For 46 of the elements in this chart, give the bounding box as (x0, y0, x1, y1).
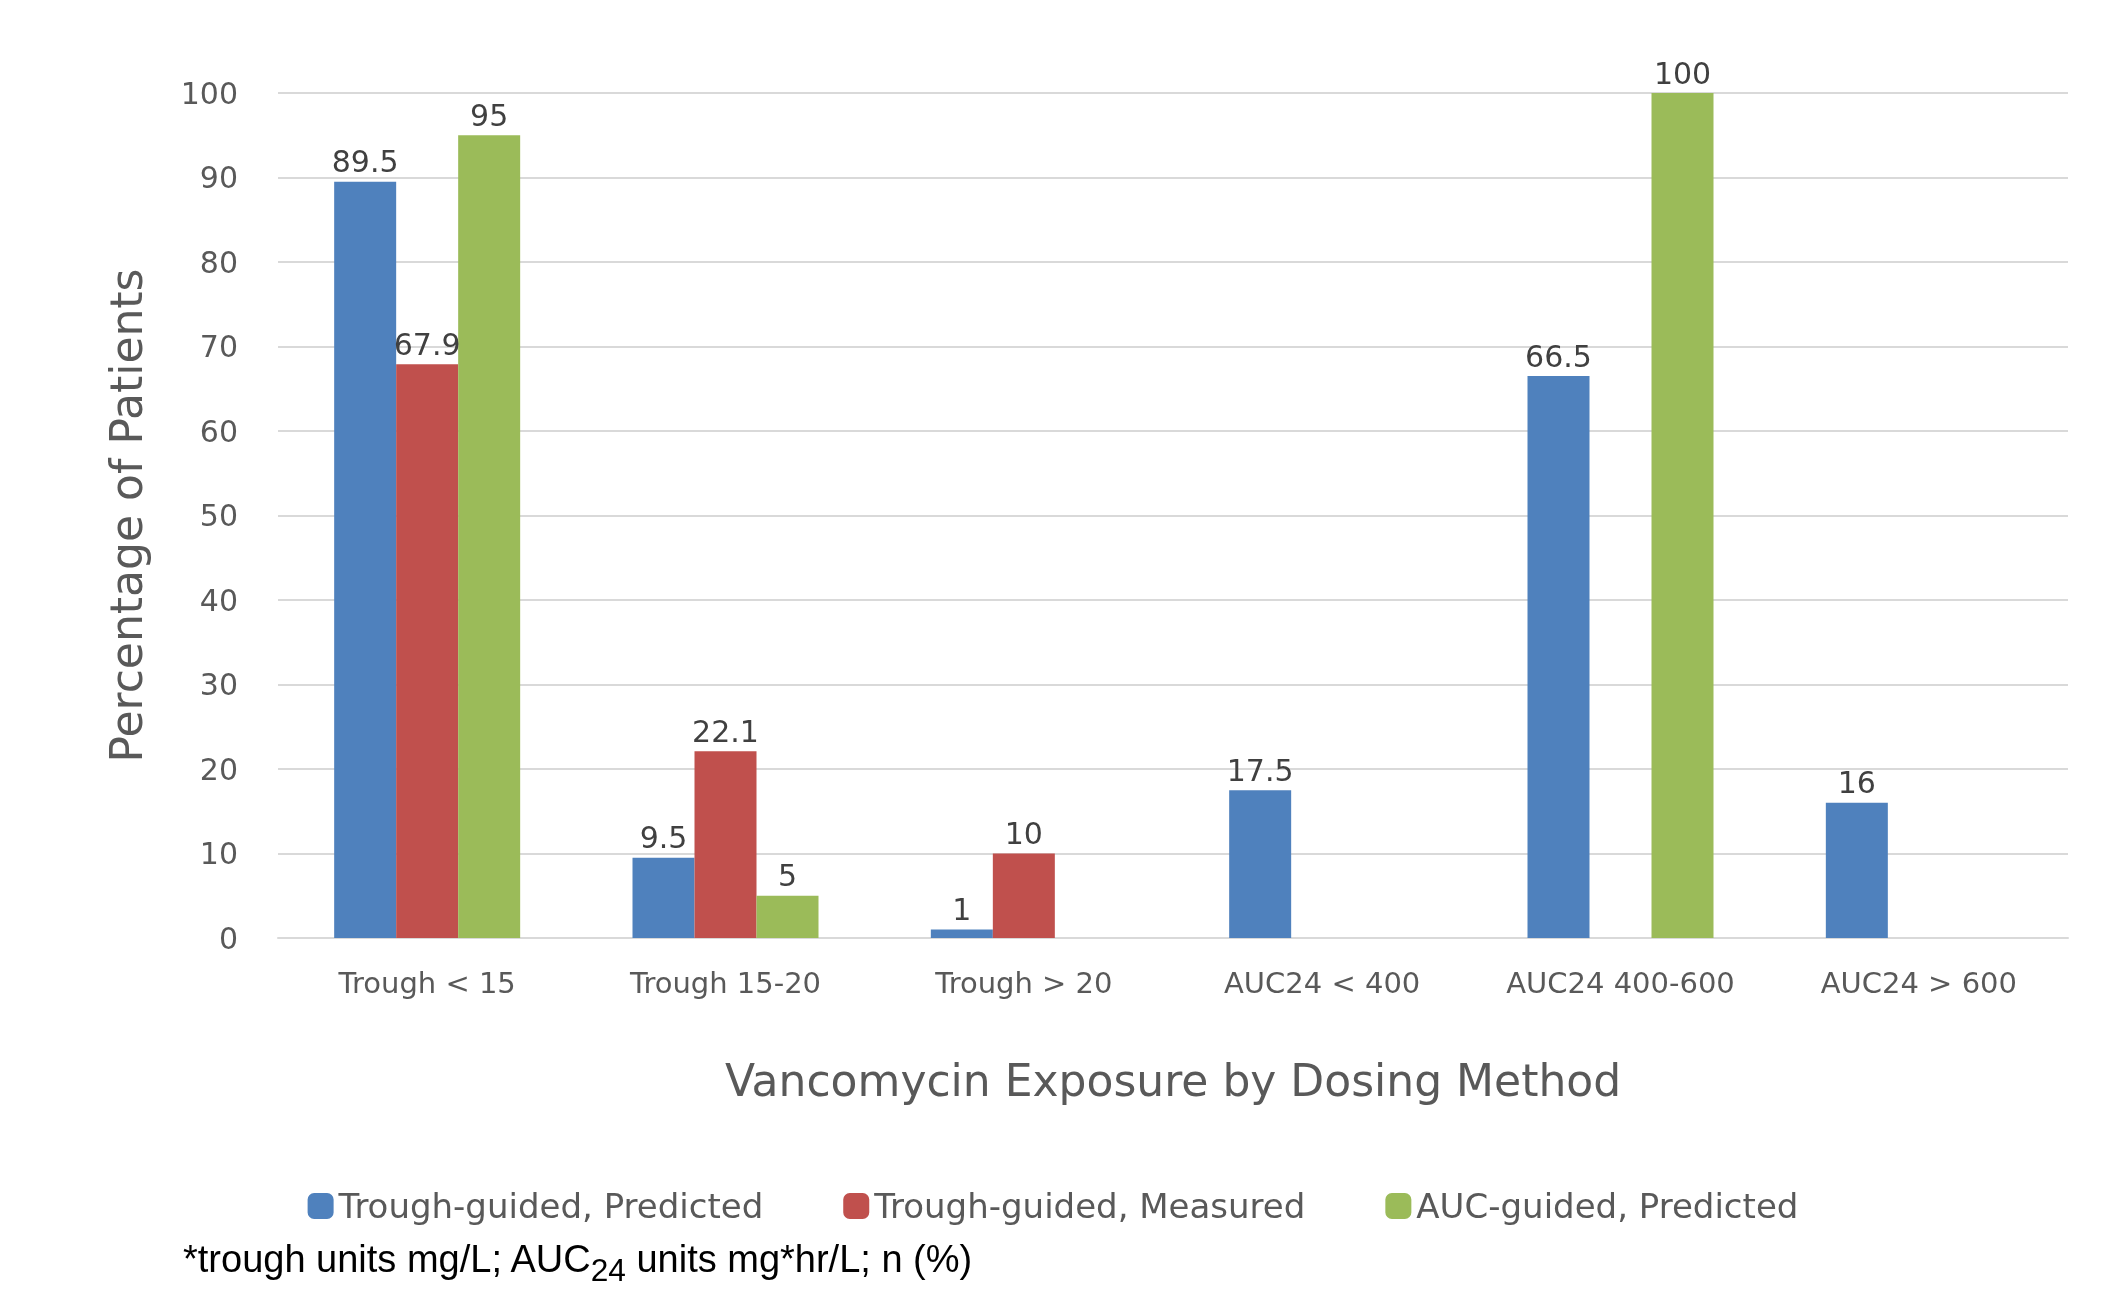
data-label: 22.1 (692, 713, 759, 749)
legend-label: Trough-guided, Measured (873, 1186, 1306, 1226)
data-label: 95 (470, 97, 509, 133)
data-label: 100 (1653, 55, 1712, 91)
y-tick-label: 90 (199, 160, 238, 195)
data-label: 10 (1004, 816, 1043, 851)
bar (930, 929, 993, 938)
x-tick-label: AUC24 400-600 (1506, 965, 1735, 1000)
y-tick-label: 0 (218, 920, 238, 956)
y-tick-label: 50 (199, 498, 238, 533)
bar (1651, 93, 1714, 938)
x-tick-label: AUC24 < 400 (1224, 965, 1421, 1000)
legend-label: Trough-guided, Predicted (337, 1186, 764, 1226)
legend-label: AUC-guided, Predicted (1416, 1186, 1799, 1226)
x-tick-label: Trough > 20 (934, 965, 1113, 1000)
data-label: 9.5 (639, 820, 688, 856)
y-tick-label: 10 (199, 836, 238, 871)
y-axis-title: Percentage of Patients (100, 268, 152, 763)
data-label: 17.5 (1226, 752, 1294, 788)
y-tick-label: 100 (180, 75, 238, 111)
y-tick-label: 20 (199, 751, 238, 787)
bar (1825, 802, 1888, 938)
data-label: 16 (1837, 765, 1876, 801)
y-tick-label: 30 (199, 667, 238, 702)
bar (396, 364, 459, 938)
data-label: 5 (777, 858, 798, 894)
bar (756, 895, 819, 938)
data-label: 66.5 (1525, 338, 1592, 374)
bar (1527, 376, 1590, 938)
bar (992, 853, 1055, 938)
y-tick-label: 60 (199, 413, 238, 449)
bar (334, 181, 397, 938)
bar (1229, 790, 1292, 938)
bar (458, 135, 521, 938)
x-tick-label: Trough < 15 (337, 965, 516, 1000)
y-tick-label: 40 (199, 582, 238, 618)
data-label: 89.5 (331, 144, 399, 180)
bar (694, 751, 757, 938)
x-axis-title: Vancomycin Exposure by Dosing Method (724, 1054, 1622, 1106)
x-tick-label: AUC24 > 600 (1820, 965, 2017, 1000)
y-tick-label: 80 (199, 244, 238, 280)
data-label: 1 (952, 892, 972, 928)
bar (632, 857, 695, 938)
y-tick-label: 70 (199, 329, 238, 364)
text: *trough units mg/L; AUC$_{24}$ units mg*hr/L; n (%) (183, 1238, 974, 1289)
x-tick-label: Trough 15-20 (628, 965, 822, 1000)
